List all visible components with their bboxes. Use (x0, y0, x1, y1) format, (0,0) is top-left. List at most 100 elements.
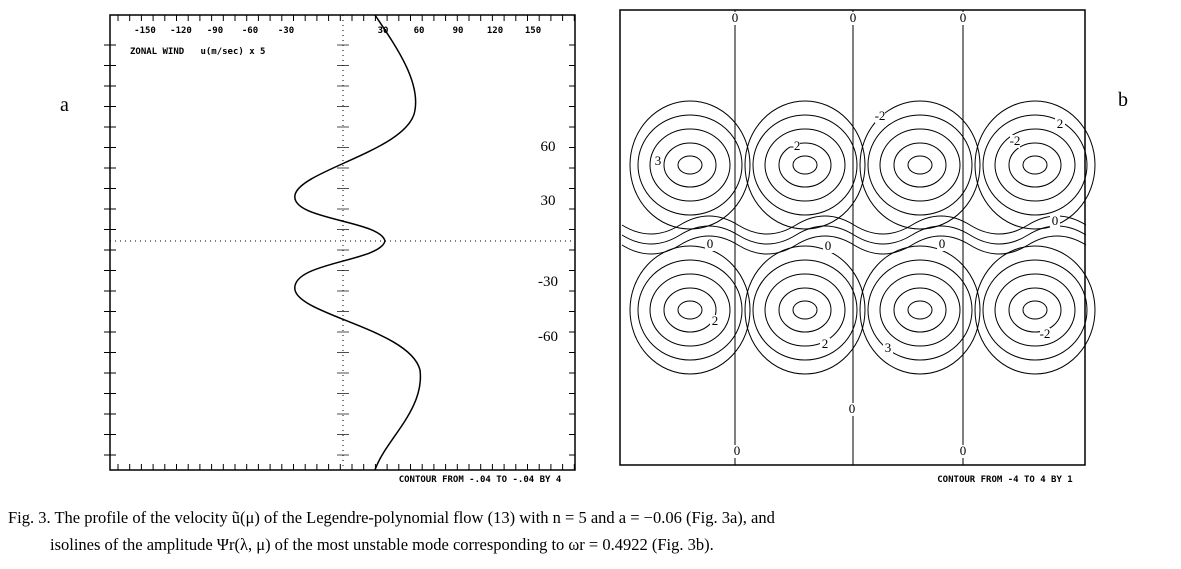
isoline (982, 114, 1088, 216)
isoline (1022, 300, 1048, 320)
isoline (867, 114, 973, 216)
isoline (1008, 287, 1062, 333)
label-bg (958, 445, 968, 458)
isoline (649, 273, 731, 347)
footer: CONTOUR FROM -4 TO 4 BY 1 (937, 475, 1072, 485)
contour-label: 2 (1057, 116, 1064, 131)
contour-label: 0 (939, 236, 946, 251)
label-bg (732, 445, 742, 458)
panel-title: ZONAL WIND u(m/sec) x 5 (130, 47, 265, 57)
wind-profile (294, 14, 422, 471)
lat-label: -30 (538, 274, 558, 290)
label-bg (848, 12, 858, 25)
label-bg (730, 12, 740, 25)
isoline (907, 155, 933, 175)
isoline (744, 245, 866, 375)
tick-label: 30 (378, 26, 389, 36)
contour-label: 0 (732, 10, 739, 25)
tick-label: -30 (278, 26, 294, 36)
contour-label: 0 (707, 236, 714, 251)
label-bg (820, 338, 830, 351)
isoline (867, 259, 973, 361)
isoline (621, 225, 1087, 245)
isoline (778, 287, 832, 333)
lat-label: -60 (538, 329, 558, 345)
label-bg (823, 240, 833, 253)
tick-label: 120 (487, 26, 503, 36)
contour-label: -2 (790, 138, 801, 153)
isoline (994, 273, 1076, 347)
isoline (1022, 155, 1048, 175)
tick-label: 90 (453, 26, 464, 36)
lat-label: 60 (541, 139, 556, 155)
isoline (663, 287, 717, 333)
label-bg (1010, 135, 1020, 148)
label-bg (1040, 328, 1050, 341)
contour-label: -2 (1010, 133, 1021, 148)
isoline (974, 100, 1096, 230)
panel-b: b CONTOUR FROM -4 TO 4 BY 1 0 0 0 2 2 -2 -2 3 0 0… (619, 9, 1128, 485)
isoline (974, 245, 1096, 375)
isoline (629, 100, 751, 230)
isoline (994, 128, 1076, 202)
contour-label: 0 (960, 10, 967, 25)
panel-label: b (1118, 89, 1128, 111)
lat-label: 30 (541, 193, 556, 209)
isoline (764, 128, 846, 202)
isoline (893, 287, 947, 333)
contour-label: 0 (734, 443, 741, 458)
contour-label: 0 (850, 10, 857, 25)
caption-line: isolines of the amplitude Ψr(λ, μ) of th… (50, 535, 714, 554)
isoline (621, 235, 1087, 255)
isoline (649, 128, 731, 202)
isoline (752, 114, 858, 216)
isoline (621, 215, 1087, 235)
isoline (879, 273, 961, 347)
label-bg (937, 238, 947, 251)
isoline (744, 100, 866, 230)
isoline (752, 259, 858, 361)
tick-label: -120 (170, 26, 192, 36)
footer: CONTOUR FROM -.04 TO -.04 BY 4 (399, 475, 562, 485)
contour-label: 0 (960, 443, 967, 458)
tick-label: -90 (207, 26, 223, 36)
contour-label: -2 (875, 108, 886, 123)
tick-label: -60 (242, 26, 258, 36)
label-bg (790, 140, 800, 153)
label-bg (883, 342, 893, 355)
isoline (663, 142, 717, 188)
isoline (859, 245, 981, 375)
label-bg (710, 315, 720, 328)
tick-label: -150 (134, 26, 156, 36)
caption-line: Fig. 3. The profile of the velocity ũ(μ)… (8, 508, 776, 527)
isoline (677, 300, 703, 320)
panel-label: a (60, 94, 69, 116)
tick-label: 150 (525, 26, 541, 36)
contour-label: 2 (712, 313, 719, 328)
isoline (637, 114, 743, 216)
contours: 0 0 0 2 2 -2 -2 3 0 0 0 0 -2 2 -2 3 0 0 0 (621, 10, 1096, 465)
isoline (629, 245, 751, 375)
label-bg (875, 110, 885, 123)
isoline (792, 300, 818, 320)
contour-label: 3 (885, 340, 892, 355)
isoline (907, 300, 933, 320)
tick-label: 60 (414, 26, 425, 36)
contour-label: 2 (822, 336, 829, 351)
label-bg (1055, 118, 1065, 131)
isoline (778, 142, 832, 188)
contour-label: 3 (655, 153, 662, 168)
label-bg (705, 238, 715, 251)
label-bg (847, 403, 857, 416)
isoline (764, 273, 846, 347)
isoline (1008, 142, 1062, 188)
isoline (982, 259, 1088, 361)
contour-label: 0 (825, 238, 832, 253)
label-bg (653, 155, 663, 168)
isoline (879, 128, 961, 202)
panel-a: a -150 -120 -90 -60 -30 30 60 90 120 150… (60, 14, 576, 485)
isoline (677, 155, 703, 175)
contour-label: 0 (1052, 213, 1059, 228)
